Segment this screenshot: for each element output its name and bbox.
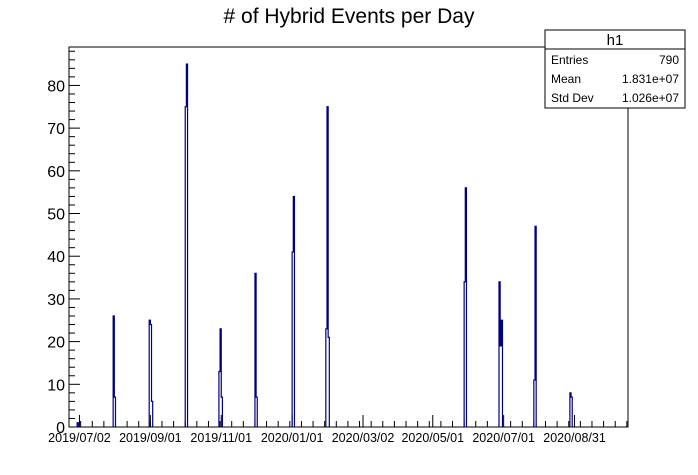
histogram-bin bbox=[500, 346, 501, 427]
histogram-bin bbox=[114, 397, 115, 427]
histogram-outline bbox=[76, 63, 573, 427]
histogram-bin bbox=[326, 329, 327, 427]
histogram-bin bbox=[113, 316, 114, 427]
stats-entries-value: 790 bbox=[659, 53, 679, 67]
y-tick-label: 40 bbox=[47, 249, 65, 266]
histogram-bin bbox=[255, 273, 256, 427]
y-tick-label: 60 bbox=[47, 164, 65, 181]
x-tick-label: 2020/05/01 bbox=[401, 431, 464, 445]
stats-entries-label: Entries bbox=[551, 53, 588, 67]
x-tick-label: 2019/07/02 bbox=[48, 431, 111, 445]
histogram-bin bbox=[535, 226, 536, 427]
histogram-bin bbox=[149, 320, 150, 427]
histogram-bin bbox=[186, 64, 187, 427]
histogram-bin bbox=[292, 252, 293, 427]
histogram-bin bbox=[185, 107, 186, 427]
stats-mean-value: 1.831e+07 bbox=[622, 72, 679, 86]
histogram-bin bbox=[77, 423, 78, 427]
histogram-bars bbox=[76, 63, 573, 427]
histogram-bin bbox=[501, 320, 502, 427]
x-tick-label: 2020/03/02 bbox=[332, 431, 395, 445]
x-tick-label: 2020/01/01 bbox=[261, 431, 324, 445]
y-tick-label: 50 bbox=[47, 207, 65, 224]
y-tick-label: 30 bbox=[47, 292, 65, 309]
stats-box: h1 Entries 790 Mean 1.831e+07 Std Dev 1.… bbox=[544, 29, 686, 109]
histogram-bin bbox=[293, 196, 294, 427]
histogram-bin bbox=[219, 371, 220, 427]
chart-title: # of Hybrid Events per Day bbox=[224, 5, 475, 28]
histogram-bin bbox=[150, 325, 151, 427]
x-tick-label: 2019/11/01 bbox=[190, 431, 252, 445]
y-axis: 0 10 20 30 40 50 60 70 80 bbox=[47, 50, 80, 437]
histogram-bin bbox=[328, 337, 329, 427]
stats-stddev-value: 1.026e+07 bbox=[622, 91, 679, 105]
stats-box-title: h1 bbox=[607, 32, 624, 49]
x-axis: 2019/07/02 2019/09/01 2019/11/01 2020/01/01… bbox=[48, 415, 628, 445]
histogram-bin bbox=[570, 393, 571, 427]
histogram-bin bbox=[152, 401, 153, 427]
stats-box-frame bbox=[544, 29, 686, 109]
histogram-bin bbox=[221, 397, 222, 427]
y-tick-label: 20 bbox=[47, 335, 65, 352]
histogram-bin bbox=[534, 380, 535, 427]
plot-frame bbox=[68, 46, 629, 428]
stats-stddev-label: Std Dev bbox=[551, 91, 594, 105]
y-tick-label: 70 bbox=[47, 121, 65, 138]
histogram-bin bbox=[464, 282, 465, 427]
y-tick-label: 80 bbox=[47, 78, 65, 95]
histogram-bin bbox=[256, 397, 257, 427]
y-tick-label: 10 bbox=[47, 377, 65, 394]
histogram-bin bbox=[499, 282, 500, 427]
histogram-bin bbox=[220, 329, 221, 427]
y-tick-label: 0 bbox=[56, 420, 65, 437]
x-tick-label: 2019/09/01 bbox=[119, 431, 182, 445]
histogram-bin bbox=[327, 107, 328, 427]
stats-mean-label: Mean bbox=[551, 72, 581, 86]
histogram-bin bbox=[465, 188, 466, 427]
x-tick-label: 2020/07/01 bbox=[472, 431, 535, 445]
histogram-bin bbox=[571, 397, 572, 427]
x-tick-label: 2020/08/31 bbox=[543, 431, 606, 445]
